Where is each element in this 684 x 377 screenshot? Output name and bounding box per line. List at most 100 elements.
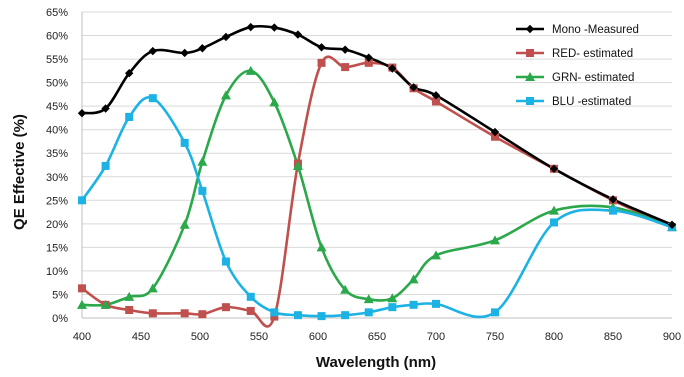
data-point-blu-estimated [609,206,617,215]
data-point-mono-measured [608,195,618,204]
y-tick-label: 65% [46,7,68,19]
data-point-blu-estimated [180,138,189,147]
legend-label-red-estimated: RED- estimated [552,48,633,60]
data-point-mono-measured [198,44,207,53]
data-point-grn-estimated [147,283,158,293]
data-point-mono-measured [388,64,397,73]
data-point-red-estimated [270,312,279,321]
data-point-mono-measured [270,23,279,32]
data-point-grn-estimated [100,299,111,309]
grid-lines [81,11,672,319]
data-point-grn-estimated [549,205,559,215]
data-point-red-estimated [341,63,350,72]
x-tick-label: 750 [486,331,504,343]
data-point-grn-estimated [408,274,419,284]
data-point-blu-estimated [432,299,440,308]
data-point-mono-measured [221,32,231,42]
data-point-grn-estimated [363,294,374,304]
legend-marker-grn-estimated [525,72,535,81]
data-point-blu-estimated [317,312,326,321]
data-point-blu-estimated [364,308,373,317]
data-point-red-estimated [364,58,373,67]
y-tick-label: 25% [46,195,68,207]
data-point-blu-estimated [125,112,134,121]
x-tick-label: 800 [545,331,563,343]
y-tick-label: 45% [46,101,68,113]
legend-marker-mono-measured [525,24,535,34]
data-point-mono-measured [431,91,441,100]
data-point-blu-estimated [148,94,157,103]
data-point-mono-measured [246,22,255,32]
x-axis-title: Wavelength (nm) [316,354,436,371]
data-point-red-estimated [491,132,499,141]
x-tick-label: 600 [309,331,327,343]
data-point-mono-measured [148,46,157,56]
y-axis-title: QE Effective (%) [11,114,28,230]
data-point-mono-measured [125,69,134,78]
data-point-blu-estimated [78,196,86,205]
data-point-mono-measured [667,220,677,229]
data-point-mono-measured [77,109,87,118]
legend: Mono -Measured RED- estimated GRN- estimat… [516,24,639,108]
data-point-red-estimated [125,305,134,314]
x-tick-label: 900 [663,331,681,343]
data-point-red-estimated [198,310,207,319]
y-tick-label: 40% [46,125,68,137]
y-tick-label: 5% [52,289,68,301]
data-point-blu-estimated [550,218,558,227]
y-tick-label: 30% [46,172,68,184]
data-point-grn-estimated [124,291,135,301]
data-point-red-estimated [148,309,157,318]
x-tick-label: 450 [132,331,150,343]
data-point-mono-measured [317,43,326,52]
data-point-blu-estimated [101,161,110,170]
data-point-mono-measured [101,104,110,113]
data-point-grn-estimated [340,284,351,294]
data-point-blu-estimated [409,300,418,309]
series-markers [77,22,677,321]
legend-label-blu-estimated: BLU -estimated [552,96,631,108]
data-point-red-estimated [221,303,230,312]
data-point-grn-estimated [269,97,280,107]
data-point-red-estimated [180,309,189,318]
data-point-blu-estimated [221,257,230,266]
data-point-mono-measured [364,53,373,62]
data-point-blu-estimated [246,292,255,301]
data-point-blu-estimated [270,308,279,317]
legend-label-mono-measured: Mono -Measured [552,24,639,36]
data-point-red-estimated [246,306,255,315]
x-tick-label: 400 [73,331,91,343]
y-tick-label: 20% [46,219,68,231]
data-point-grn-estimated [220,90,231,100]
data-point-grn-estimated [387,293,398,303]
data-point-grn-estimated [292,160,303,170]
data-point-grn-estimated [316,242,327,252]
y-tick-label: 60% [46,31,68,43]
data-point-mono-measured [490,127,500,137]
data-point-grn-estimated [197,156,208,166]
data-point-grn-estimated [490,235,500,245]
y-tick-label: 0% [52,313,68,325]
x-tick-label: 850 [604,331,622,343]
data-point-grn-estimated [77,299,87,309]
y-tick-label: 10% [46,266,68,278]
data-point-blu-estimated [341,311,350,320]
legend-marker-blu-estimated [526,97,534,105]
y-tick-labels: 0% 5% 10% 15% 20% 25% 30% 35% 40% 45% 50% 55% 60% 65% [46,7,68,325]
data-point-mono-measured [549,164,559,173]
data-point-blu-estimated [198,186,207,195]
data-point-grn-estimated [179,219,190,229]
data-point-mono-measured [340,45,350,54]
data-point-blu-estimated [491,308,499,317]
series-line-grn-estimated [81,69,673,307]
legend-label-grn-estimated: GRN- estimated [552,72,634,84]
data-point-red-estimated [432,97,440,106]
y-tick-label: 55% [46,54,68,66]
legend-marker-red-estimated [526,49,534,57]
data-point-mono-measured [409,83,418,92]
y-tick-label: 15% [46,242,68,254]
data-point-blu-estimated [388,303,397,312]
data-point-mono-measured [293,30,303,39]
x-tick-labels: 400 450 500 550 600 650 700 750 800 850 900 [73,331,681,343]
data-point-mono-measured [180,48,189,58]
